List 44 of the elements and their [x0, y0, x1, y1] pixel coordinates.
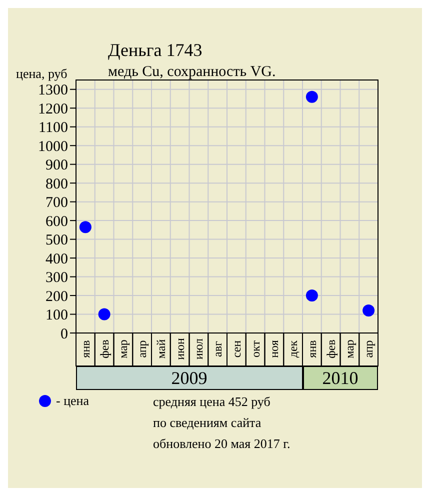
- chart-title: Деньга 1743: [108, 40, 202, 61]
- y-tick-label: 1000: [38, 138, 68, 155]
- y-tick-label: 800: [46, 176, 68, 192]
- x-tick-label: июн: [172, 338, 187, 360]
- x-tick-label: фев: [97, 339, 112, 358]
- x-tick-label: янв: [78, 340, 92, 358]
- point: [306, 90, 318, 103]
- y-tick-label: 100: [46, 308, 68, 324]
- text: 2009: [76, 366, 302, 390]
- y-tick-label: 700: [46, 195, 68, 212]
- x-tick-label: июл: [192, 338, 206, 360]
- y-tick-label: 0: [60, 326, 68, 342]
- x-tick-label: сен: [229, 340, 244, 358]
- x-tick-label: мар: [342, 340, 357, 358]
- y-tick-label: 900: [46, 158, 68, 174]
- y-tick-label: 600: [46, 214, 68, 230]
- point: [79, 221, 92, 234]
- y-tick-label: 200: [46, 288, 68, 305]
- point: [98, 308, 110, 320]
- x-tick-label: фев: [324, 339, 338, 358]
- point: [306, 290, 318, 302]
- text: обновлено 20 мая 2017 г.: [153, 435, 290, 453]
- y-tick-label: 500: [46, 232, 68, 249]
- text: по сведениям сайта: [153, 414, 262, 432]
- x-tick-label: окт: [248, 340, 262, 358]
- x-tick-label: авг: [210, 340, 225, 357]
- y-axis-title: цена, руб: [16, 66, 68, 82]
- text: средняя цена 452 руб: [153, 393, 272, 411]
- point: [362, 304, 375, 317]
- x-tick-label: дек: [286, 340, 300, 358]
- x-tick-label: май: [154, 338, 168, 359]
- text: 2010: [302, 366, 378, 390]
- legend-label: - цена: [56, 393, 90, 409]
- y-tick-label: 1300: [38, 82, 68, 99]
- y-tick-label: 400: [46, 251, 68, 268]
- y-tick-label: 300: [46, 270, 68, 286]
- y-tick-label: 1200: [38, 101, 68, 118]
- x-tick-label: ноя: [267, 340, 282, 358]
- x-tick-label: мар: [116, 340, 130, 358]
- x-tick-label: янв: [304, 340, 319, 358]
- x-tick-label: апр: [135, 340, 150, 358]
- chart-subtitle: медь Cu, сохранность VG.: [108, 64, 276, 81]
- y-tick-label: 1100: [38, 120, 68, 136]
- x-tick-label: апр: [362, 340, 376, 358]
